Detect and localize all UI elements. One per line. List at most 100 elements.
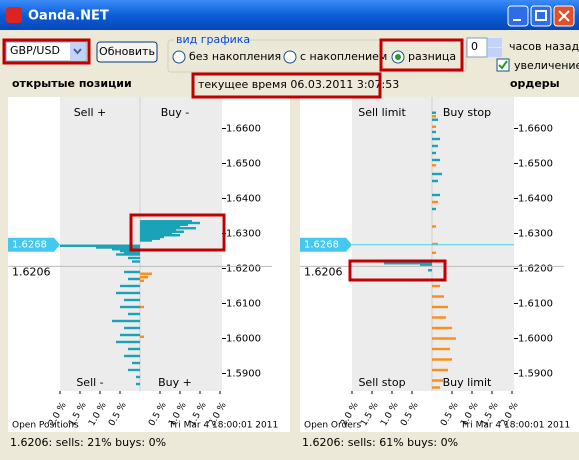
y-tick-label: 1.6300 (518, 229, 553, 240)
bar (60, 244, 140, 247)
spin-up[interactable] (488, 38, 502, 47)
bar (140, 279, 144, 282)
bar (140, 235, 164, 239)
bar (140, 230, 184, 233)
bar (432, 172, 442, 176)
spin-down[interactable] (488, 48, 502, 57)
y-tick-label: 1.6400 (518, 194, 553, 205)
corner-label: Buy stop (443, 106, 491, 119)
corner-label: Sell - (76, 376, 103, 389)
bar (432, 337, 456, 340)
price-tag (300, 237, 352, 252)
group-box (167, 39, 467, 73)
radio-label: с накоплением (300, 50, 387, 63)
cursor-label: 1.6206 (304, 265, 343, 278)
y-tick-label: 1.6600 (226, 124, 261, 135)
bar (140, 223, 188, 226)
bar (432, 164, 436, 167)
refresh-button[interactable] (96, 41, 158, 63)
y-tick-label: 1.6200 (518, 264, 553, 275)
bar (432, 295, 444, 298)
y-tick-label: 1.6000 (226, 334, 261, 345)
bar (116, 253, 140, 256)
bar (432, 358, 452, 361)
window-title: Oanda.NET (28, 9, 109, 24)
bar (132, 260, 140, 263)
time-label: текущее время 06.03.2011 3:07:53 (198, 78, 399, 91)
y-tick-label: 1.6300 (226, 229, 261, 240)
status: 1.6206: sells: 21% buys: 0% (10, 436, 166, 449)
minimize[interactable] (507, 5, 529, 27)
bar (136, 382, 140, 386)
y-tick-label: 1.6000 (518, 334, 553, 345)
bar (112, 248, 140, 251)
bar (432, 368, 448, 372)
bar (140, 232, 172, 235)
bar (112, 319, 140, 323)
hours-input[interactable] (466, 37, 488, 58)
bar (128, 347, 140, 351)
radio-label: без накопления (189, 50, 281, 63)
bar (124, 270, 140, 274)
cursor-label: 1.6206 (12, 265, 51, 278)
refresh-label: Обновить (99, 45, 155, 58)
bar (116, 291, 140, 295)
highlights (2, 38, 464, 282)
radio[interactable] (172, 50, 186, 64)
bar (432, 305, 448, 309)
y-tick-label: 1.6200 (226, 264, 261, 275)
bar (432, 151, 436, 155)
bar (140, 228, 176, 232)
y-tick-label: 1.6100 (518, 299, 553, 310)
bar (140, 239, 152, 242)
bar (120, 305, 140, 309)
bar (140, 220, 192, 223)
bar (124, 354, 140, 358)
y-tick-label: 1.6100 (226, 299, 261, 310)
bar (432, 158, 440, 162)
bar (140, 272, 152, 275)
bar (432, 347, 450, 351)
radio[interactable] (283, 50, 297, 64)
bar (432, 125, 436, 128)
y-tick-label: 1.6400 (226, 194, 261, 205)
y-tick-label: 1.5900 (226, 369, 261, 380)
radio-dot (395, 54, 401, 60)
footer-right: Fri Mar 4 18:00:01 2011 (170, 421, 278, 431)
bar (120, 284, 140, 288)
instrument-select[interactable] (5, 41, 87, 62)
bar (128, 277, 140, 281)
bar (432, 207, 436, 211)
bar (432, 115, 436, 118)
price-tag-label: 1.6268 (304, 240, 339, 251)
bar (432, 242, 438, 246)
footer-right: Fri Mar 4 18:00:01 2011 (462, 421, 570, 431)
bar (432, 118, 438, 121)
hours-label: часов назад (509, 40, 579, 53)
instrument: GBP/USD (10, 44, 60, 57)
bar (116, 340, 140, 344)
bar (432, 179, 438, 183)
bar (432, 193, 440, 197)
plot-area (60, 97, 222, 391)
bar (120, 333, 140, 337)
corner-label: Buy - (161, 106, 190, 119)
bar (128, 312, 140, 316)
bar (124, 251, 140, 254)
bar (432, 251, 436, 254)
bar (420, 263, 432, 267)
bar (432, 111, 436, 114)
title-bar (0, 0, 579, 30)
price-tag-label: 1.6268 (12, 240, 47, 251)
bar (432, 316, 446, 319)
bar (432, 200, 438, 204)
bar (140, 221, 200, 225)
corner-label: Buy + (158, 376, 192, 389)
maximize[interactable] (530, 5, 552, 27)
app-icon (6, 7, 22, 23)
bar (432, 379, 444, 382)
bar (140, 335, 144, 338)
bar (136, 375, 140, 379)
